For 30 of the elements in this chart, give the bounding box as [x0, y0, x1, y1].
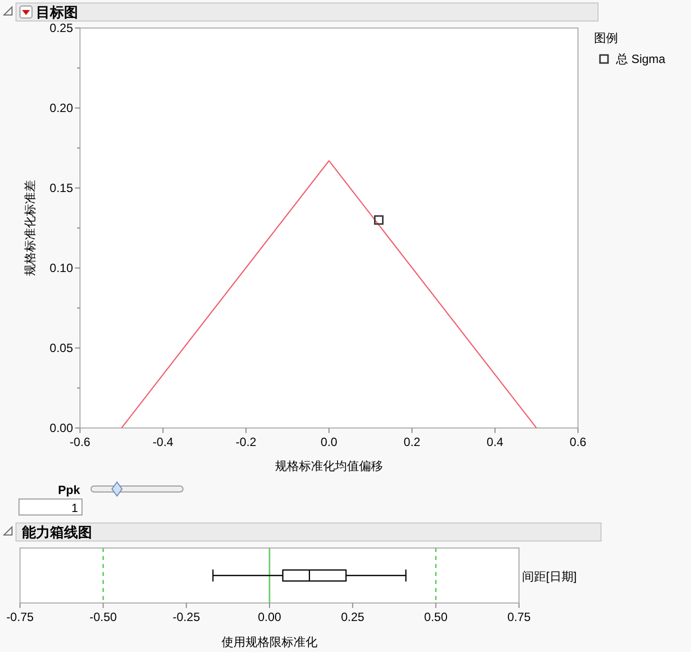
- x-tick-label: 0.25: [340, 610, 365, 624]
- x-tick-label: -0.2: [236, 435, 257, 449]
- legend-title: 图例: [594, 31, 618, 45]
- text: Ppk: [58, 483, 80, 497]
- y-tick-label: 0.05: [50, 341, 74, 355]
- x-axis-title: 规格标准化均值偏移: [275, 459, 383, 473]
- x-axis-title: 使用规格限标准化: [222, 635, 318, 649]
- x-tick-label: -0.25: [172, 610, 200, 624]
- x-tick-label: 0.00: [258, 610, 282, 624]
- x-tick-label: 0.2: [404, 435, 421, 449]
- x-tick-label: -0.50: [89, 610, 118, 624]
- text: 1: [71, 501, 78, 515]
- x-tick-label: -0.75: [6, 610, 34, 624]
- x-tick-label: 0.75: [507, 610, 531, 624]
- y-axis-title: 规格标准化标准差: [23, 180, 37, 276]
- y-tick-label: 0.20: [50, 101, 74, 115]
- chart-title: 目标图: [36, 4, 78, 20]
- x-tick-label: 0.0: [320, 435, 338, 449]
- legend-label: 总 Sigma: [615, 52, 666, 66]
- x-tick-label: 0.4: [486, 435, 504, 449]
- x-tick-label: -0.4: [152, 435, 174, 449]
- y-tick-label: 0.15: [50, 181, 74, 195]
- y-tick-label: 0.25: [50, 21, 74, 35]
- x-tick-label: 0.50: [424, 610, 448, 624]
- y-tick-label: 间距[日期]: [522, 570, 577, 584]
- y-tick-label: 0.10: [50, 261, 74, 275]
- x-tick-label: 0.6: [570, 435, 587, 449]
- chart-title: 能力箱线图: [22, 524, 92, 540]
- x-tick-label: -0.6: [70, 435, 91, 449]
- y-tick-label: 0.00: [50, 421, 74, 435]
